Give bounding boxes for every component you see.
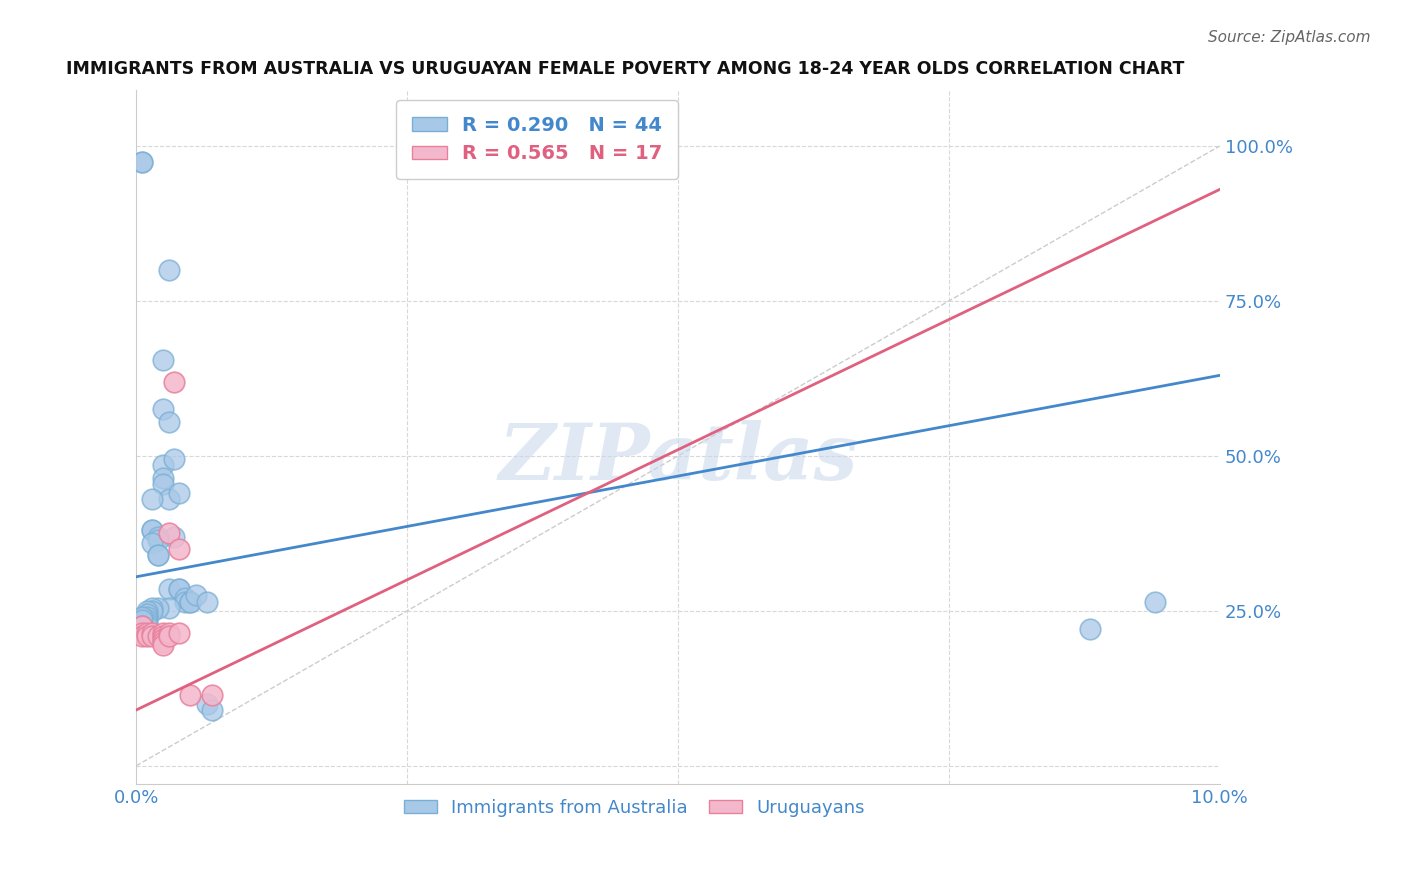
Point (201, 688, 224, 702)
Point (131, 619, 153, 633)
Point (146, 548, 169, 562)
Point (141, 492, 163, 507)
Point (146, 529, 169, 543)
Point (157, 600, 180, 615)
Point (136, 610, 159, 624)
Point (157, 492, 180, 507)
Point (152, 629, 174, 643)
Point (163, 452, 186, 467)
Point (136, 616, 159, 631)
Point (146, 600, 169, 615)
Point (152, 625, 174, 640)
Text: IMMIGRANTS FROM AUSTRALIA VS URUGUAYAN FEMALE POVERTY AMONG 18-24 YEAR OLDS CORR: IMMIGRANTS FROM AUSTRALIA VS URUGUAYAN F… (66, 60, 1184, 78)
Point (131, 613, 153, 627)
Point (131, 610, 153, 624)
Point (131, 619, 153, 633)
Point (179, 688, 201, 702)
Point (152, 402, 174, 417)
Point (136, 607, 159, 621)
Point (195, 697, 218, 711)
Point (1143, 594, 1166, 608)
Point (169, 625, 191, 640)
Point (169, 582, 191, 597)
Point (146, 629, 169, 643)
Legend: Immigrants from Australia, Uruguayans: Immigrants from Australia, Uruguayans (396, 791, 872, 824)
Point (195, 594, 218, 608)
Point (157, 415, 180, 429)
Point (169, 486, 191, 500)
Point (157, 629, 180, 643)
Point (152, 458, 174, 473)
Point (141, 535, 163, 549)
Point (152, 476, 174, 491)
Point (141, 524, 163, 538)
Point (179, 594, 201, 608)
Point (152, 352, 174, 367)
Text: ZIPatlas: ZIPatlas (498, 420, 858, 497)
Point (157, 526, 180, 541)
Point (141, 629, 163, 643)
Point (146, 548, 169, 562)
Point (152, 638, 174, 652)
Point (141, 604, 163, 618)
Point (173, 591, 195, 606)
Point (152, 632, 174, 646)
Point (141, 600, 163, 615)
Point (141, 625, 163, 640)
Point (141, 524, 163, 538)
Point (173, 594, 195, 608)
Point (136, 629, 159, 643)
Point (163, 529, 186, 543)
Point (146, 533, 169, 547)
Point (131, 154, 153, 169)
Point (184, 588, 207, 602)
Point (1078, 623, 1101, 637)
Point (131, 629, 153, 643)
Point (131, 154, 153, 169)
Point (179, 594, 201, 608)
Point (163, 375, 186, 389)
Point (136, 613, 159, 627)
Point (152, 470, 174, 484)
Point (157, 625, 180, 640)
Point (157, 582, 180, 597)
Point (169, 582, 191, 597)
Point (136, 625, 159, 640)
Point (157, 263, 180, 277)
Point (201, 703, 224, 717)
Point (152, 635, 174, 649)
Point (136, 619, 159, 633)
Text: Source: ZipAtlas.com: Source: ZipAtlas.com (1208, 30, 1371, 45)
Point (136, 604, 159, 618)
Point (169, 541, 191, 556)
Point (131, 625, 153, 640)
